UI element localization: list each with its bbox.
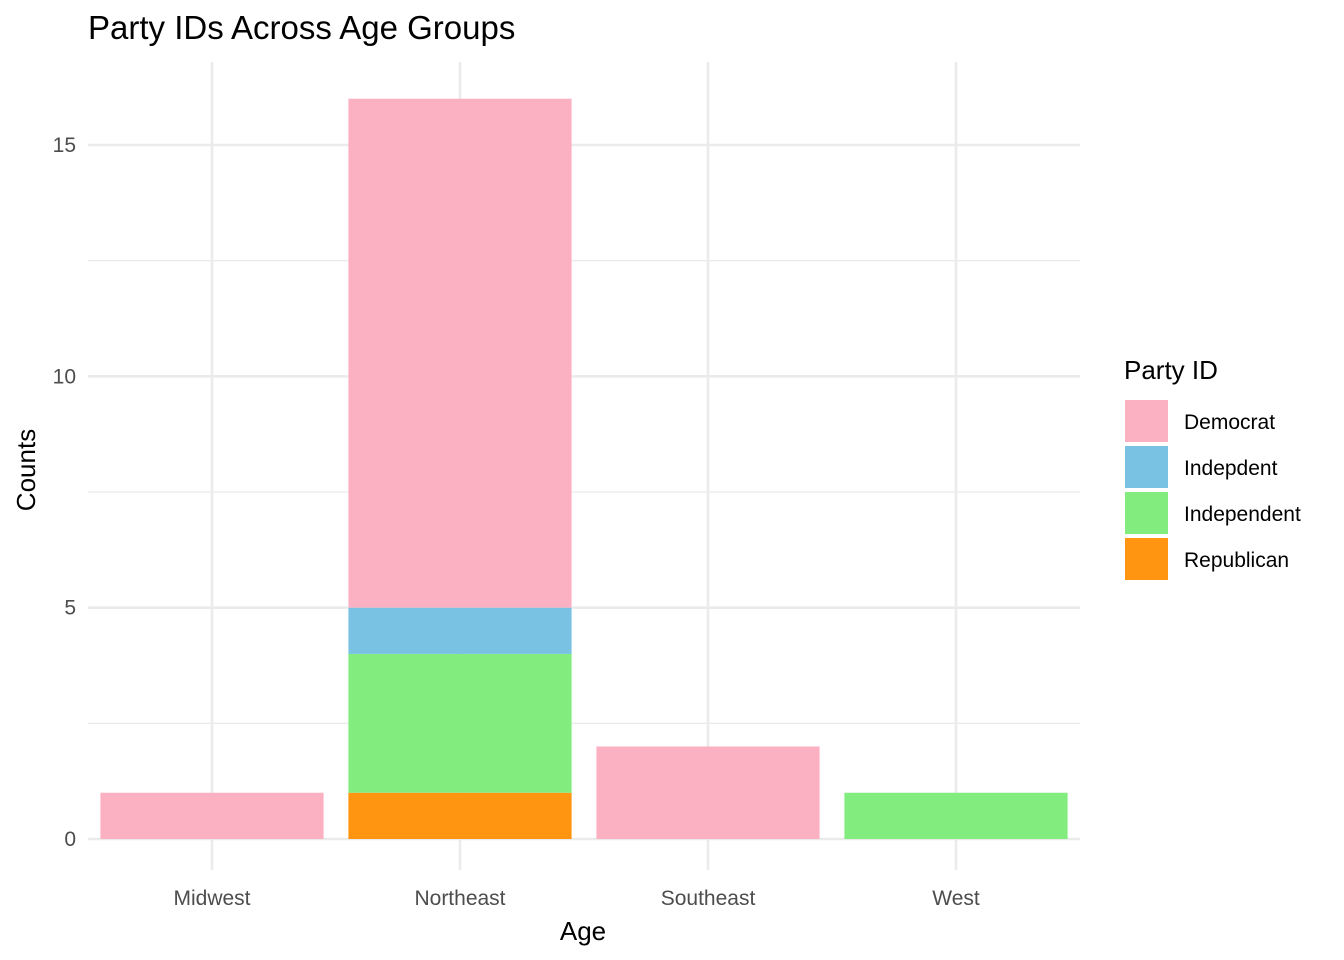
x-tick-label: Southeast bbox=[661, 887, 756, 910]
legend-swatch bbox=[1125, 538, 1168, 580]
chart-title: Party IDs Across Age Groups bbox=[88, 9, 515, 46]
y-tick-label: 0 bbox=[64, 828, 76, 851]
bars bbox=[100, 98, 1068, 839]
y-axis-ticks: 0 5 10 15 bbox=[53, 134, 76, 851]
bar-segment-northeast-democrat bbox=[348, 98, 572, 608]
legend-title: Party ID bbox=[1124, 355, 1218, 385]
legend: Party ID Democrat Indepdent Independent Rep… bbox=[1124, 355, 1301, 580]
bar-segment-southeast-democrat bbox=[596, 746, 820, 839]
legend-label: Independent bbox=[1184, 503, 1301, 526]
bar-segment-west-independent bbox=[844, 792, 1068, 839]
legend-swatch bbox=[1125, 492, 1168, 534]
legend-label: Democrat bbox=[1184, 411, 1275, 434]
x-tick-label: West bbox=[932, 887, 980, 910]
x-tick-label: Northeast bbox=[414, 887, 505, 910]
y-tick-label: 5 bbox=[64, 597, 76, 620]
grid bbox=[88, 62, 1080, 870]
x-axis-ticks: Midwest Northeast Southeast West bbox=[173, 887, 979, 910]
bar-segment-northeast-republican bbox=[348, 792, 572, 839]
bar-segment-northeast-independent bbox=[348, 653, 572, 793]
legend-label: Republican bbox=[1184, 549, 1289, 572]
x-tick-label: Midwest bbox=[173, 887, 250, 910]
bar-segment-midwest-democrat bbox=[100, 792, 324, 839]
legend-swatch bbox=[1125, 446, 1168, 488]
x-axis-title: Age bbox=[560, 916, 606, 946]
y-tick-label: 10 bbox=[53, 365, 76, 388]
bar-segment-northeast-indepdent bbox=[348, 607, 572, 654]
y-axis-title: Counts bbox=[11, 429, 41, 511]
legend-swatch bbox=[1125, 400, 1168, 442]
y-tick-label: 15 bbox=[53, 134, 76, 157]
legend-label: Indepdent bbox=[1184, 457, 1278, 480]
